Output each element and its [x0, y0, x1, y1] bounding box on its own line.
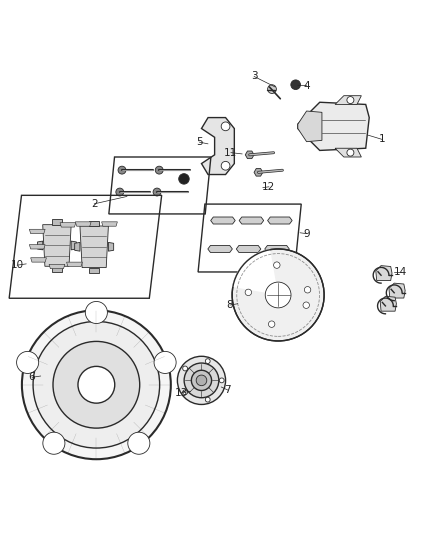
Circle shape	[191, 370, 212, 391]
Circle shape	[268, 321, 275, 327]
Circle shape	[347, 96, 354, 103]
Text: 3: 3	[251, 71, 258, 82]
Polygon shape	[60, 223, 76, 227]
Circle shape	[43, 432, 65, 454]
Circle shape	[154, 351, 176, 374]
Polygon shape	[49, 264, 65, 269]
Polygon shape	[38, 241, 42, 250]
Text: 2: 2	[91, 199, 98, 209]
Circle shape	[221, 122, 230, 131]
Circle shape	[304, 287, 311, 293]
Circle shape	[53, 342, 140, 428]
Polygon shape	[89, 221, 99, 226]
Polygon shape	[208, 246, 232, 253]
Text: 6: 6	[28, 373, 35, 382]
Circle shape	[219, 378, 224, 383]
Polygon shape	[42, 225, 71, 266]
Polygon shape	[52, 220, 62, 225]
Polygon shape	[389, 283, 405, 298]
Circle shape	[291, 80, 300, 90]
Polygon shape	[254, 168, 263, 176]
Circle shape	[179, 174, 189, 184]
Circle shape	[118, 166, 126, 174]
Polygon shape	[102, 222, 117, 226]
Text: 5: 5	[196, 137, 203, 147]
Wedge shape	[232, 249, 278, 295]
Circle shape	[22, 310, 171, 459]
Polygon shape	[67, 262, 82, 266]
Polygon shape	[335, 96, 361, 104]
Circle shape	[116, 188, 124, 196]
Circle shape	[347, 149, 354, 156]
Circle shape	[268, 85, 276, 93]
Polygon shape	[31, 258, 46, 262]
Polygon shape	[376, 265, 392, 280]
Text: 10: 10	[11, 260, 24, 270]
Text: 14: 14	[394, 266, 407, 277]
Text: 12: 12	[262, 182, 276, 192]
Circle shape	[205, 397, 210, 402]
Polygon shape	[29, 229, 45, 233]
Polygon shape	[89, 268, 99, 273]
Polygon shape	[71, 241, 77, 250]
Circle shape	[85, 302, 107, 324]
Circle shape	[153, 188, 161, 196]
Circle shape	[183, 366, 187, 371]
Text: 13: 13	[175, 387, 188, 398]
Polygon shape	[335, 148, 361, 157]
Circle shape	[232, 249, 324, 341]
Polygon shape	[211, 217, 235, 224]
Polygon shape	[265, 246, 289, 253]
Circle shape	[177, 356, 226, 405]
Polygon shape	[201, 118, 234, 174]
Polygon shape	[236, 246, 261, 253]
Circle shape	[78, 366, 115, 403]
Circle shape	[33, 321, 159, 448]
Text: 8: 8	[226, 300, 233, 310]
Polygon shape	[268, 217, 292, 224]
Polygon shape	[29, 245, 45, 249]
Circle shape	[155, 166, 163, 174]
Text: 4: 4	[303, 80, 310, 91]
Text: 1: 1	[379, 134, 386, 144]
Polygon shape	[75, 222, 91, 226]
Polygon shape	[74, 243, 80, 251]
Text: 7: 7	[224, 385, 231, 395]
Polygon shape	[80, 226, 109, 268]
Circle shape	[196, 375, 207, 386]
Circle shape	[184, 363, 219, 398]
Circle shape	[17, 351, 39, 374]
Circle shape	[221, 161, 230, 170]
Polygon shape	[109, 243, 114, 251]
Polygon shape	[52, 266, 62, 271]
Polygon shape	[245, 151, 254, 159]
Polygon shape	[239, 217, 264, 224]
Text: 11: 11	[224, 148, 237, 158]
Circle shape	[183, 390, 187, 394]
Circle shape	[205, 359, 210, 364]
Polygon shape	[380, 296, 396, 311]
Circle shape	[274, 262, 280, 268]
Polygon shape	[298, 102, 369, 150]
Circle shape	[128, 432, 150, 454]
Circle shape	[303, 302, 309, 309]
Circle shape	[265, 282, 291, 308]
Circle shape	[245, 289, 251, 296]
Text: 9: 9	[303, 229, 310, 239]
Polygon shape	[298, 111, 322, 142]
